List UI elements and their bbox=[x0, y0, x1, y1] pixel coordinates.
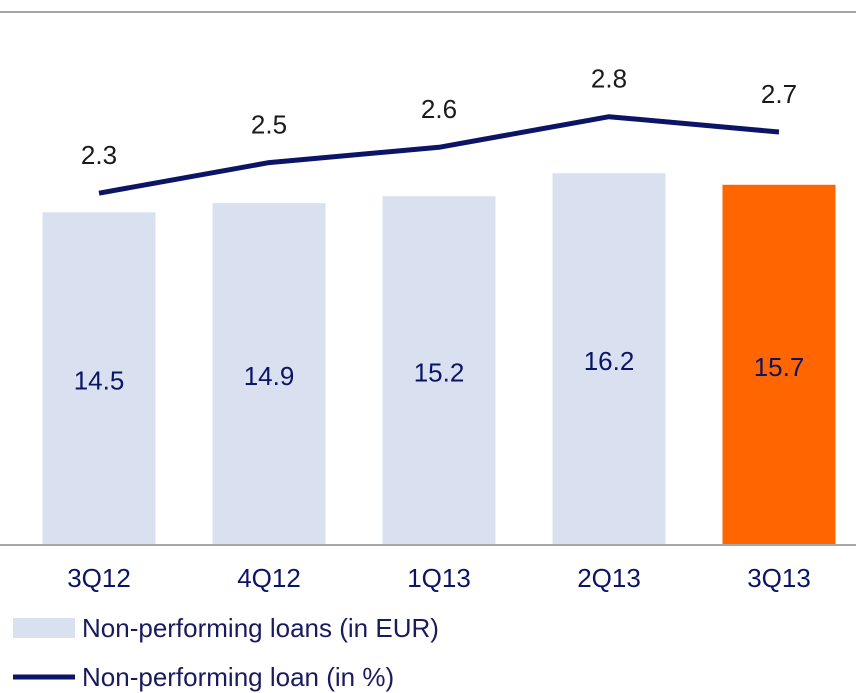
legend-label: Non-performing loan (in %) bbox=[82, 662, 394, 692]
legend-label: Non-performing loans (in EUR) bbox=[82, 613, 439, 643]
line-value-label: 2.3 bbox=[81, 140, 117, 170]
bar-value-label: 15.2 bbox=[414, 357, 465, 387]
line-value-label: 2.7 bbox=[761, 79, 797, 109]
bar bbox=[722, 184, 836, 545]
bar bbox=[382, 196, 496, 545]
line-value-label: 2.8 bbox=[591, 64, 627, 94]
bar bbox=[212, 203, 326, 545]
x-tick-label: 3Q12 bbox=[67, 563, 131, 593]
bar-value-label: 14.9 bbox=[244, 361, 295, 391]
line-value-label: 2.6 bbox=[421, 94, 457, 124]
x-tick-label: 1Q13 bbox=[407, 563, 471, 593]
line-series bbox=[98, 114, 780, 196]
x-tick-label: 2Q13 bbox=[577, 563, 641, 593]
x-tick-label: 3Q13 bbox=[747, 563, 811, 593]
legend-swatch bbox=[13, 618, 75, 638]
line-value-label: 2.5 bbox=[251, 109, 287, 139]
bar-value-label: 15.7 bbox=[754, 352, 805, 382]
bar bbox=[552, 173, 666, 546]
bar-value-label: 16.2 bbox=[584, 346, 635, 376]
bar-value-label: 14.5 bbox=[74, 366, 125, 396]
bar bbox=[42, 212, 156, 546]
x-tick-label: 4Q12 bbox=[237, 563, 301, 593]
